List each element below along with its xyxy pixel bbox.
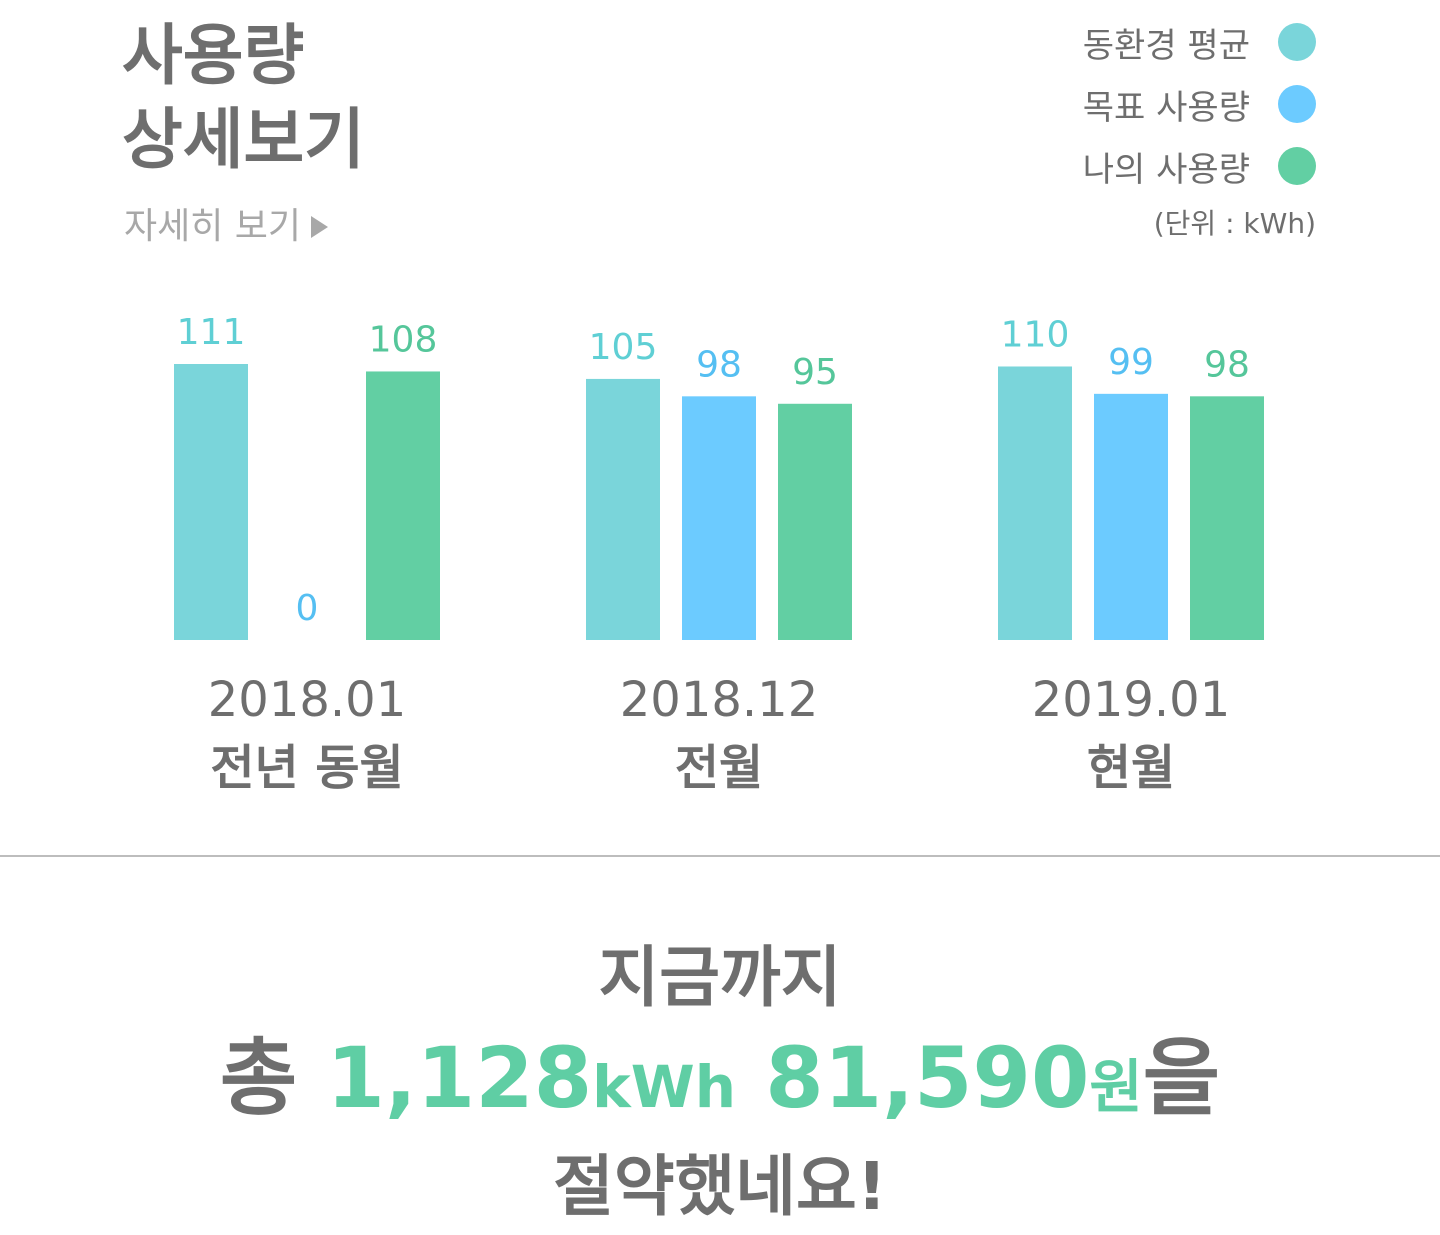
bar-2019.01-s2: [1190, 396, 1264, 640]
category-label-2: 2019.01: [1032, 672, 1231, 728]
data-label-2019.01-s0: 110: [1001, 314, 1070, 355]
legend-item-average: 동환경 평균: [1083, 16, 1316, 68]
category-sublabel-2: 현월: [1087, 740, 1175, 796]
savings-summary: 지금까지 총 1,128kWh 81,590원을 절약했네요!: [0, 930, 1440, 1235]
detail-view-link[interactable]: 자세히 보기: [124, 203, 329, 251]
data-label-2018.12-s2: 95: [792, 352, 838, 393]
divider: [0, 855, 1440, 857]
summary-line1: 지금까지: [598, 939, 842, 1016]
summary-prefix: 총: [219, 1029, 298, 1127]
summary-won-unit: 원: [1089, 1053, 1143, 1121]
summary-line2: 총 1,128kWh 81,590원을: [0, 1026, 1440, 1139]
legend-label-average: 동환경 평균: [1082, 25, 1250, 66]
legend-item-mine: 나의 사용량: [1083, 140, 1316, 192]
category-label-0: 2018.01: [208, 672, 407, 728]
bar-2018.01-s0: [174, 364, 248, 640]
summary-kwh-value: 1,128: [326, 1029, 593, 1127]
unit-label: (단위 : kWh): [1153, 207, 1316, 240]
category-sublabel-0: 전년 동월: [210, 740, 403, 796]
page-title: 사용량 상세보기: [122, 14, 365, 182]
legend-dot-mine: [1278, 147, 1316, 185]
data-label-2019.01-s1: 99: [1108, 342, 1154, 383]
data-label-2018.01-s0: 111: [177, 312, 246, 353]
summary-suffix: 을: [1142, 1029, 1221, 1127]
legend-dot-target: [1278, 85, 1316, 123]
chart-legend: 동환경 평균 목표 사용량 나의 사용량 (단위 : kWh): [1083, 16, 1316, 242]
page-title-line1: 사용량: [122, 17, 305, 94]
usage-bar-chart: 111 0 108 2018.01 전년 동월 105 98 95 2018.12 전월 110 99…: [174, 312, 1264, 796]
bar-2019.01-s1: [1094, 393, 1168, 640]
bar-2018.01-s2: [366, 371, 440, 640]
legend-item-target: 목표 사용량: [1083, 78, 1316, 130]
bar-2019.01-s0: [998, 366, 1072, 640]
summary-kwh-unit: kWh: [592, 1053, 736, 1121]
category-sublabel-1: 전월: [675, 740, 763, 796]
data-label-2018.12-s1: 98: [696, 344, 742, 385]
legend-label-target: 목표 사용량: [1082, 87, 1250, 128]
legend-dot-average: [1278, 23, 1316, 61]
summary-line3: 절약했네요!: [553, 1148, 887, 1225]
data-label-2019.01-s2: 98: [1204, 344, 1250, 385]
play-arrow-icon: [311, 216, 329, 238]
detail-view-label: 자세히 보기: [124, 206, 302, 247]
legend-label-mine: 나의 사용량: [1082, 149, 1250, 190]
page-title-line2: 상세보기: [122, 101, 365, 178]
category-label-1: 2018.12: [620, 672, 819, 728]
data-label-2018.01-s1: 0: [296, 588, 319, 629]
bar-2018.12-s1: [682, 396, 756, 640]
bar-2018.12-s2: [778, 403, 852, 640]
summary-won-value: 81,590: [765, 1029, 1090, 1127]
data-label-2018.12-s0: 105: [589, 327, 658, 368]
data-label-2018.01-s2: 108: [369, 319, 438, 360]
bar-2018.12-s0: [586, 378, 660, 640]
